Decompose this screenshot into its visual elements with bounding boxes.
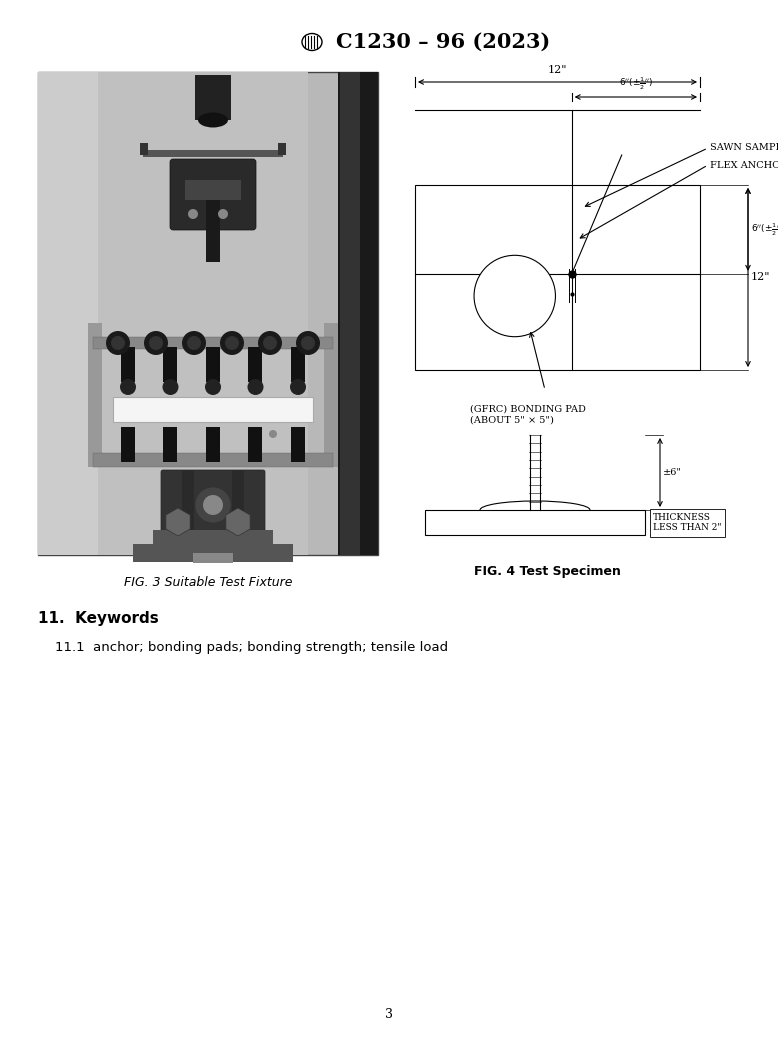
Text: FIG. 4 Test Specimen: FIG. 4 Test Specimen <box>474 565 621 579</box>
Text: 3: 3 <box>385 1009 393 1021</box>
Bar <box>195 75 231 120</box>
FancyBboxPatch shape <box>161 469 265 534</box>
Circle shape <box>225 336 239 350</box>
Bar <box>98 72 308 555</box>
Text: SAWN SAMPLE: SAWN SAMPLE <box>710 144 778 152</box>
Bar <box>206 347 220 382</box>
Bar <box>38 72 378 555</box>
Text: $6^{\prime\prime}(\pm\frac{1}{2}^{\prime\prime})$: $6^{\prime\prime}(\pm\frac{1}{2}^{\prime… <box>619 75 653 92</box>
Circle shape <box>144 331 168 355</box>
Circle shape <box>220 331 244 355</box>
Text: FLEX ANCHOR: FLEX ANCHOR <box>710 160 778 170</box>
Bar <box>278 143 286 155</box>
Bar <box>185 180 241 200</box>
Bar <box>291 427 305 462</box>
Bar <box>121 347 135 382</box>
Bar <box>340 72 360 555</box>
Bar <box>88 323 102 467</box>
Text: $6^{\prime\prime}(\pm\frac{1}{2}^{\prime\prime})$: $6^{\prime\prime}(\pm\frac{1}{2}^{\prime… <box>751 221 778 237</box>
Ellipse shape <box>302 33 322 51</box>
Circle shape <box>247 379 264 395</box>
Text: 12": 12" <box>751 273 770 282</box>
Circle shape <box>263 336 277 350</box>
Circle shape <box>474 255 555 336</box>
Bar <box>113 397 313 422</box>
Ellipse shape <box>198 112 228 127</box>
Bar <box>415 185 700 370</box>
Bar <box>153 530 273 550</box>
Circle shape <box>120 379 136 395</box>
Circle shape <box>149 336 163 350</box>
Bar <box>143 150 283 157</box>
Bar <box>338 72 378 555</box>
Bar <box>248 347 262 382</box>
Circle shape <box>290 379 306 395</box>
Circle shape <box>301 336 315 350</box>
Bar <box>93 453 333 467</box>
Bar <box>182 469 194 550</box>
Text: 11.1  anchor; bonding pads; bonding strength; tensile load: 11.1 anchor; bonding pads; bonding stren… <box>55 641 448 655</box>
Text: 12": 12" <box>548 65 567 75</box>
Bar <box>324 323 338 467</box>
Circle shape <box>203 496 223 515</box>
Bar <box>232 469 244 550</box>
Bar <box>163 427 177 462</box>
Circle shape <box>258 331 282 355</box>
Text: THICKNESS
LESS THAN 2": THICKNESS LESS THAN 2" <box>653 513 721 532</box>
Circle shape <box>163 379 178 395</box>
Circle shape <box>106 331 130 355</box>
Bar <box>133 544 293 562</box>
Circle shape <box>218 209 228 219</box>
FancyBboxPatch shape <box>170 159 256 230</box>
Bar <box>248 427 262 462</box>
Circle shape <box>182 331 206 355</box>
Circle shape <box>195 487 231 523</box>
Text: C1230 – 96 (2023): C1230 – 96 (2023) <box>336 32 550 52</box>
Bar <box>291 347 305 382</box>
Circle shape <box>269 430 277 438</box>
Circle shape <box>111 336 125 350</box>
Bar <box>121 427 135 462</box>
Bar <box>38 72 98 555</box>
Text: FIG. 3 Suitable Test Fixture: FIG. 3 Suitable Test Fixture <box>124 577 293 589</box>
Bar <box>140 143 148 155</box>
Text: 11.  Keywords: 11. Keywords <box>38 610 159 626</box>
Circle shape <box>188 209 198 219</box>
Bar <box>93 337 333 349</box>
Bar <box>193 553 233 563</box>
Circle shape <box>187 336 201 350</box>
Bar <box>425 510 645 535</box>
Bar <box>206 427 220 462</box>
Bar <box>650 508 725 536</box>
Text: (GFRC) BONDING PAD
(ABOUT 5" × 5"): (GFRC) BONDING PAD (ABOUT 5" × 5") <box>470 405 586 425</box>
Bar <box>163 347 177 382</box>
Circle shape <box>205 379 221 395</box>
Text: ±6": ±6" <box>663 468 682 477</box>
Circle shape <box>296 331 320 355</box>
Bar <box>206 182 220 262</box>
